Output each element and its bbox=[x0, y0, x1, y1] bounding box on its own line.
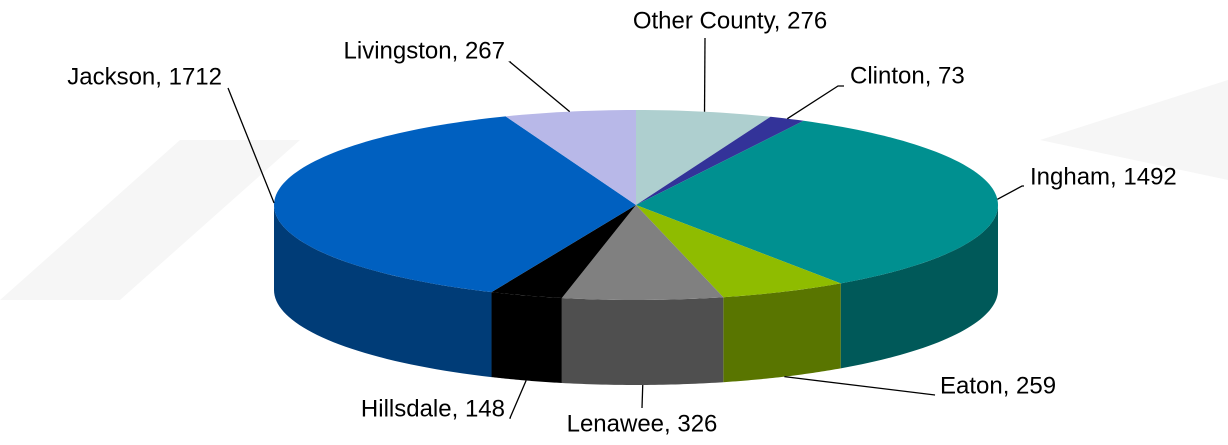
data-label: Clinton, 73 bbox=[850, 62, 965, 89]
slice-side bbox=[491, 292, 562, 383]
slice bbox=[636, 120, 998, 284]
leader-line bbox=[509, 380, 527, 419]
slice bbox=[636, 116, 804, 205]
data-label: Livingston, 267 bbox=[344, 37, 505, 64]
leader-line bbox=[784, 376, 936, 396]
leader-line bbox=[508, 61, 571, 113]
data-label: Jackson, 1712 bbox=[67, 63, 222, 90]
data-label: Other County, 276 bbox=[633, 7, 827, 34]
data-label: Hillsdale, 148 bbox=[361, 395, 505, 422]
slice bbox=[274, 116, 636, 293]
data-label: Eaton, 259 bbox=[940, 372, 1056, 399]
data-label: Ingham, 1492 bbox=[1030, 163, 1177, 190]
leader-line bbox=[786, 85, 844, 120]
slice bbox=[561, 205, 724, 300]
slice bbox=[491, 205, 636, 298]
slice bbox=[505, 110, 636, 205]
slice bbox=[636, 110, 771, 205]
slice-side bbox=[561, 297, 724, 385]
leader-line bbox=[997, 185, 1024, 200]
leader-line bbox=[227, 87, 275, 204]
slice-side bbox=[723, 283, 841, 383]
watermark bbox=[0, 80, 1228, 300]
slice-side bbox=[840, 205, 998, 369]
slice-side bbox=[274, 205, 492, 378]
leader-line bbox=[641, 384, 644, 409]
data-label: Lenawee, 326 bbox=[567, 410, 718, 437]
slice bbox=[636, 205, 841, 298]
